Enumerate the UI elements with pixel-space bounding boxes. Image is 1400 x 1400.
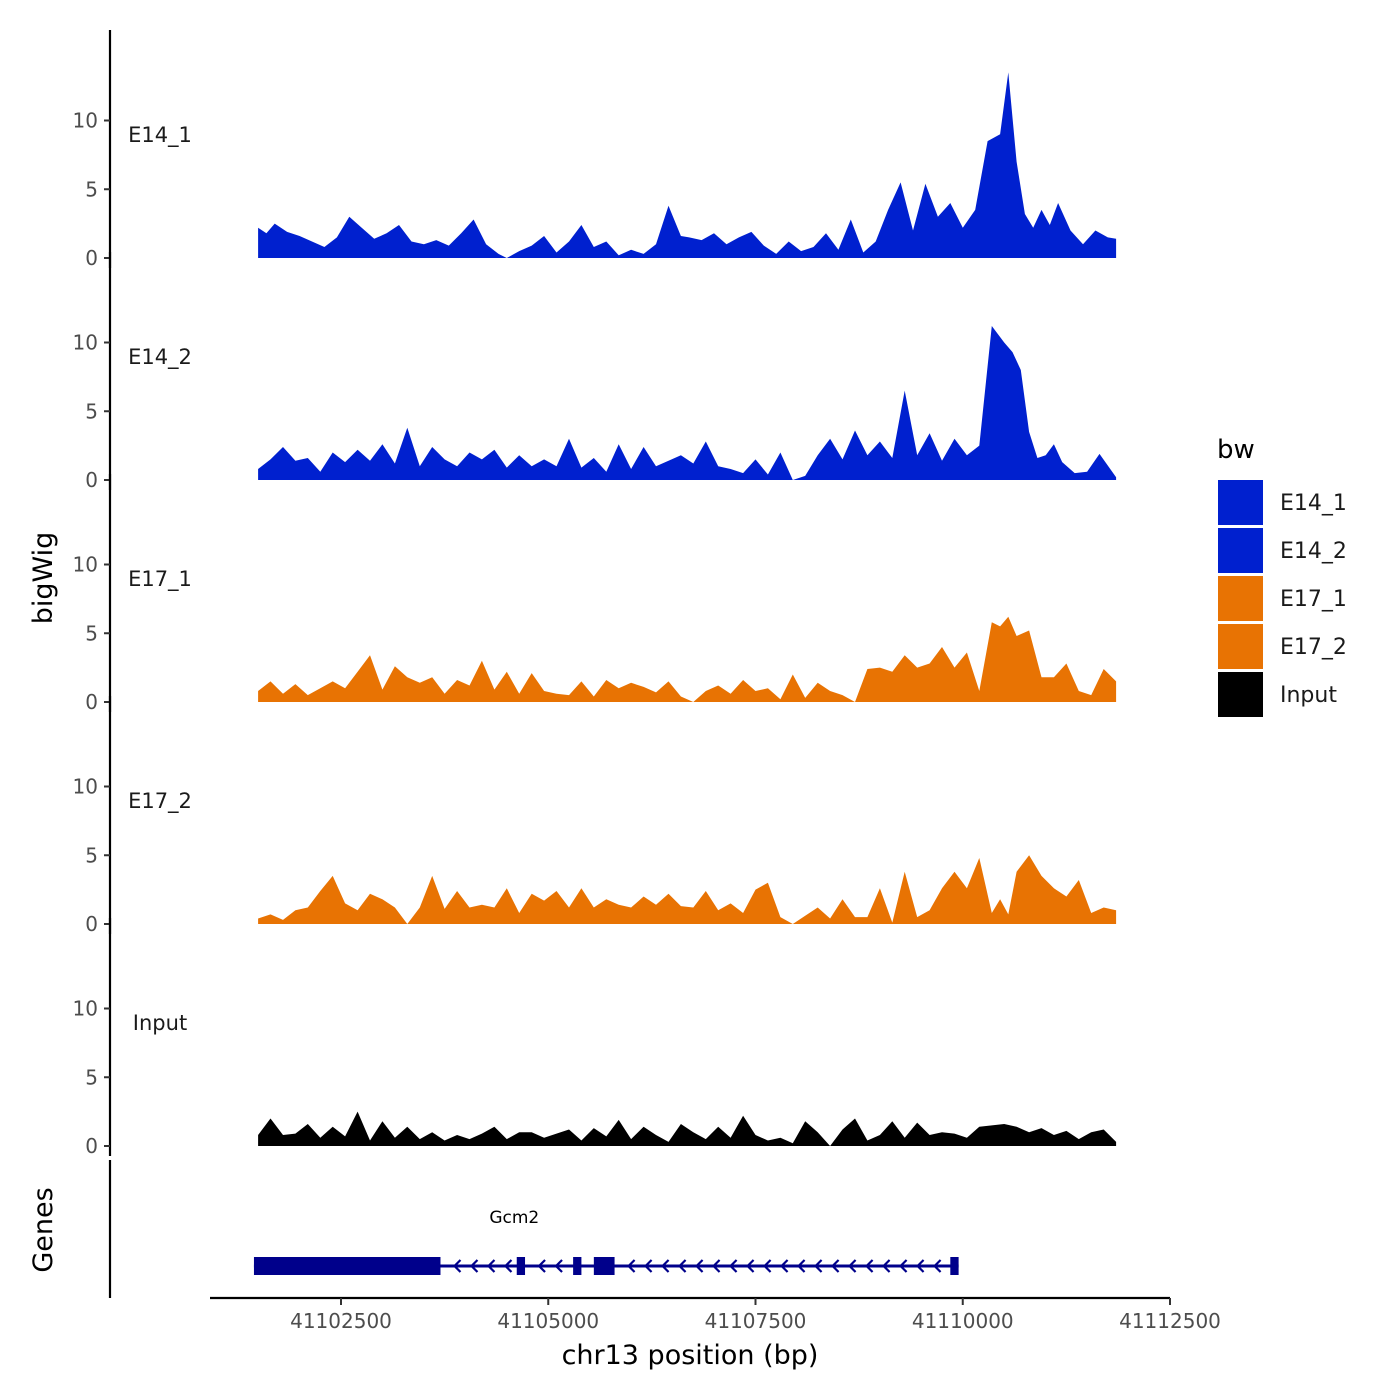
strand-arrow-icon — [554, 1259, 563, 1273]
legend-title: bw — [1217, 435, 1255, 465]
x-axis-title: chr13 position (bp) — [562, 1340, 819, 1371]
gene-exon — [253, 1257, 441, 1275]
track-e14-2: 0 5 10 E14_2 — [73, 252, 1117, 492]
legend: bw E14_1 E14_2 E17_1 E17_2 Input — [1217, 435, 1347, 717]
y-tick-label: 5 — [85, 621, 98, 645]
y-tick-label: 5 — [85, 399, 98, 423]
genes-axis-title: Genes — [28, 1187, 59, 1272]
gene-exon — [516, 1257, 526, 1275]
coverage-area — [258, 616, 1117, 702]
strand-arrow-icon — [746, 1259, 755, 1273]
coverage-area — [258, 1111, 1117, 1146]
gene-exon — [950, 1257, 959, 1275]
coverage-area — [258, 326, 1117, 480]
coverage-area — [258, 72, 1117, 259]
x-tick-label: 41102500 — [290, 1309, 392, 1333]
gene-exon — [573, 1257, 582, 1275]
strand-arrow-icon — [678, 1259, 687, 1273]
y-tick-label: 10 — [73, 997, 98, 1021]
legend-label: E17_1 — [1280, 587, 1347, 612]
track-label: E14_2 — [128, 345, 192, 370]
strand-arrow-icon — [661, 1259, 670, 1273]
legend-swatch — [1218, 480, 1263, 525]
genes-track: Gcm2 — [108, 1160, 959, 1298]
track-e17-2: 0 5 10 E17_2 — [73, 696, 1117, 936]
legend-label: Input — [1280, 683, 1337, 708]
track-input: 0 5 10 Input — [73, 918, 1117, 1158]
y-tick-label: 0 — [85, 246, 98, 270]
y-tick-label: 0 — [85, 1134, 98, 1158]
track-label: E14_1 — [128, 123, 192, 148]
strand-arrow-icon — [899, 1259, 908, 1273]
strand-arrow-icon — [486, 1259, 496, 1273]
y-tick-label: 10 — [73, 775, 98, 799]
gene-model: Gcm2 — [253, 1208, 959, 1275]
gene-exon — [593, 1257, 615, 1275]
y-tick-label: 10 — [73, 331, 98, 355]
y-tick-label: 5 — [85, 177, 98, 201]
strand-arrow-icon — [469, 1259, 479, 1273]
y-tick-label: 0 — [85, 690, 98, 714]
strand-arrow-icon — [848, 1259, 857, 1273]
track-label: E17_1 — [128, 567, 192, 592]
y-tick-label: 5 — [85, 843, 98, 867]
track-label: Input — [133, 1011, 187, 1035]
strand-arrow-icon — [865, 1259, 874, 1273]
legend-swatch — [1218, 624, 1263, 669]
strand-arrow-icon — [780, 1259, 789, 1273]
coverage-tracks: 0 5 10 E14_1 0 5 10 E14_2 0 5 10 E17_1 0 5 10 E17_2 0 5 10… — [73, 30, 1117, 1158]
legend-label: E14_1 — [1280, 491, 1347, 516]
strand-arrow-icon — [729, 1259, 738, 1273]
strand-arrow-icon — [882, 1259, 891, 1273]
strand-arrow-icon — [503, 1259, 513, 1273]
legend-label: E14_2 — [1280, 539, 1347, 564]
coverage-area — [258, 855, 1117, 924]
strand-arrow-icon — [644, 1259, 653, 1273]
track-e14-1: 0 5 10 E14_1 — [73, 30, 1117, 270]
y-tick-label: 10 — [73, 553, 98, 577]
y-tick-label: 0 — [85, 468, 98, 492]
x-tick-label: 41110000 — [912, 1309, 1014, 1333]
strand-arrow-icon — [763, 1259, 772, 1273]
x-axis: 41102500 41105000 41107500 41110000 41112500 — [210, 1296, 1221, 1333]
track-label: E17_2 — [128, 789, 192, 814]
strand-arrow-icon — [916, 1259, 925, 1273]
legend-label: E17_2 — [1280, 635, 1347, 660]
y-tick-label: 10 — [73, 109, 98, 133]
track-e17-1: 0 5 10 E17_1 — [73, 474, 1117, 714]
strand-arrow-icon — [797, 1259, 806, 1273]
x-tick-label: 41112500 — [1119, 1309, 1221, 1333]
strand-arrow-icon — [712, 1259, 721, 1273]
strand-arrow-icon — [627, 1259, 636, 1273]
strand-arrow-icon — [831, 1259, 840, 1273]
strand-arrow-icon — [452, 1259, 462, 1273]
strand-arrow-icon — [695, 1259, 704, 1273]
y-tick-label: 0 — [85, 912, 98, 936]
legend-swatch — [1218, 528, 1263, 573]
legend-swatch — [1218, 672, 1263, 717]
x-tick-label: 41105000 — [497, 1309, 599, 1333]
y-tick-label: 5 — [85, 1065, 98, 1089]
strand-arrow-icon — [933, 1259, 942, 1273]
x-tick-label: 41107500 — [705, 1309, 807, 1333]
legend-swatch — [1218, 576, 1263, 621]
strand-arrow-icon — [814, 1259, 823, 1273]
gene-label: Gcm2 — [489, 1208, 539, 1228]
strand-arrow-icon — [537, 1259, 546, 1273]
y-axis-title: bigWig — [28, 532, 59, 625]
